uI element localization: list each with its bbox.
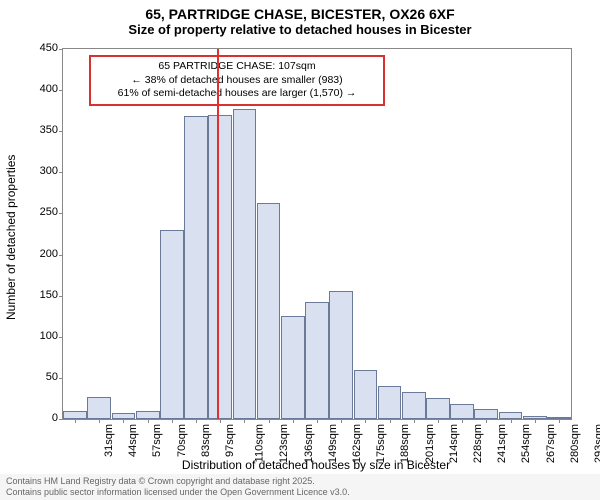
x-tick (535, 419, 536, 423)
x-tick-label: 83sqm (200, 424, 212, 457)
annotation-line2: ← 38% of detached houses are smaller (98… (97, 74, 377, 88)
y-axis-label: Number of detached properties (4, 155, 18, 320)
histogram-bar (257, 203, 281, 419)
y-tick-label: 100 (40, 330, 58, 342)
y-tick-label: 200 (40, 248, 58, 260)
x-tick (511, 419, 512, 423)
x-tick (414, 419, 415, 423)
histogram-bar (426, 398, 450, 419)
y-tick (59, 90, 63, 91)
x-tick-label: 31sqm (103, 424, 115, 457)
x-tick-label: 267sqm (545, 424, 557, 463)
histogram-bar (136, 411, 160, 419)
y-tick (59, 378, 63, 379)
x-tick (148, 419, 149, 423)
footer: Contains HM Land Registry data © Crown c… (0, 474, 600, 500)
chart-container: 65, PARTRIDGE CHASE, BICESTER, OX26 6XF … (0, 0, 600, 500)
histogram-bar (160, 230, 184, 419)
x-tick-label: 136sqm (303, 424, 315, 463)
x-tick-label: 57sqm (152, 424, 164, 457)
y-tick-label: 350 (40, 124, 58, 136)
annotation-line3: 61% of semi-detached houses are larger (… (97, 87, 377, 101)
chart-title-sub: Size of property relative to detached ho… (0, 22, 600, 41)
y-tick-label: 150 (40, 289, 58, 301)
x-tick (75, 419, 76, 423)
histogram-bar (474, 409, 498, 419)
x-tick (244, 419, 245, 423)
annotation-box: 65 PARTRIDGE CHASE: 107sqm ← 38% of deta… (89, 55, 385, 106)
y-tick (59, 337, 63, 338)
y-tick (59, 49, 63, 50)
marker-line (217, 49, 219, 419)
y-tick (59, 172, 63, 173)
x-tick-label: 70sqm (176, 424, 188, 457)
x-tick-label: 110sqm (254, 424, 266, 462)
y-tick (59, 255, 63, 256)
x-tick-label: 162sqm (351, 424, 363, 463)
x-tick (293, 419, 294, 423)
y-tick (59, 213, 63, 214)
footer-line2: Contains public sector information licen… (6, 487, 594, 498)
y-tick-label: 50 (46, 371, 58, 383)
x-tick-label: 228sqm (472, 424, 484, 463)
y-tick-label: 400 (40, 83, 58, 95)
x-tick (390, 419, 391, 423)
y-tick-label: 250 (40, 206, 58, 218)
x-tick (486, 419, 487, 423)
histogram-bar (329, 291, 353, 419)
y-tick-label: 300 (40, 165, 58, 177)
y-tick-label: 0 (52, 412, 58, 424)
histogram-bar (378, 386, 402, 419)
x-tick (172, 419, 173, 423)
x-tick (196, 419, 197, 423)
chart-title-main: 65, PARTRIDGE CHASE, BICESTER, OX26 6XF (0, 0, 600, 22)
x-tick (220, 419, 221, 423)
x-tick (559, 419, 560, 423)
x-tick-label: 175sqm (375, 424, 387, 463)
x-tick (123, 419, 124, 423)
x-tick-label: 201sqm (424, 424, 436, 463)
x-tick-label: 241sqm (496, 424, 508, 463)
x-tick-label: 44sqm (127, 424, 139, 457)
histogram-bar (63, 411, 87, 419)
histogram-bar (208, 115, 232, 419)
x-tick-label: 280sqm (569, 424, 581, 463)
footer-line1: Contains HM Land Registry data © Crown c… (6, 476, 594, 487)
histogram-bar (354, 370, 378, 419)
histogram-bar (402, 392, 426, 419)
x-tick (269, 419, 270, 423)
x-tick (317, 419, 318, 423)
histogram-bar (450, 404, 474, 419)
y-tick (59, 131, 63, 132)
plot-area: 65 PARTRIDGE CHASE: 107sqm ← 38% of deta… (62, 48, 572, 420)
x-tick-label: 123sqm (279, 424, 291, 463)
histogram-bar (281, 316, 305, 419)
x-tick-label: 293sqm (593, 424, 600, 463)
y-tick (59, 296, 63, 297)
histogram-bar (87, 397, 111, 419)
x-axis-label: Distribution of detached houses by size … (62, 458, 570, 472)
x-tick-label: 188sqm (400, 424, 412, 463)
histogram-bar (305, 302, 329, 419)
histogram-bar (184, 116, 208, 419)
x-tick (365, 419, 366, 423)
y-tick-label: 450 (40, 42, 58, 54)
x-tick-label: 97sqm (224, 424, 236, 457)
x-tick-label: 214sqm (448, 424, 460, 463)
annotation-line1: 65 PARTRIDGE CHASE: 107sqm (97, 60, 377, 74)
x-tick-label: 254sqm (520, 424, 532, 463)
x-tick (341, 419, 342, 423)
histogram-bar (233, 109, 257, 419)
x-tick (462, 419, 463, 423)
y-tick (59, 419, 63, 420)
x-tick-label: 149sqm (327, 424, 339, 463)
x-tick (438, 419, 439, 423)
x-tick (99, 419, 100, 423)
